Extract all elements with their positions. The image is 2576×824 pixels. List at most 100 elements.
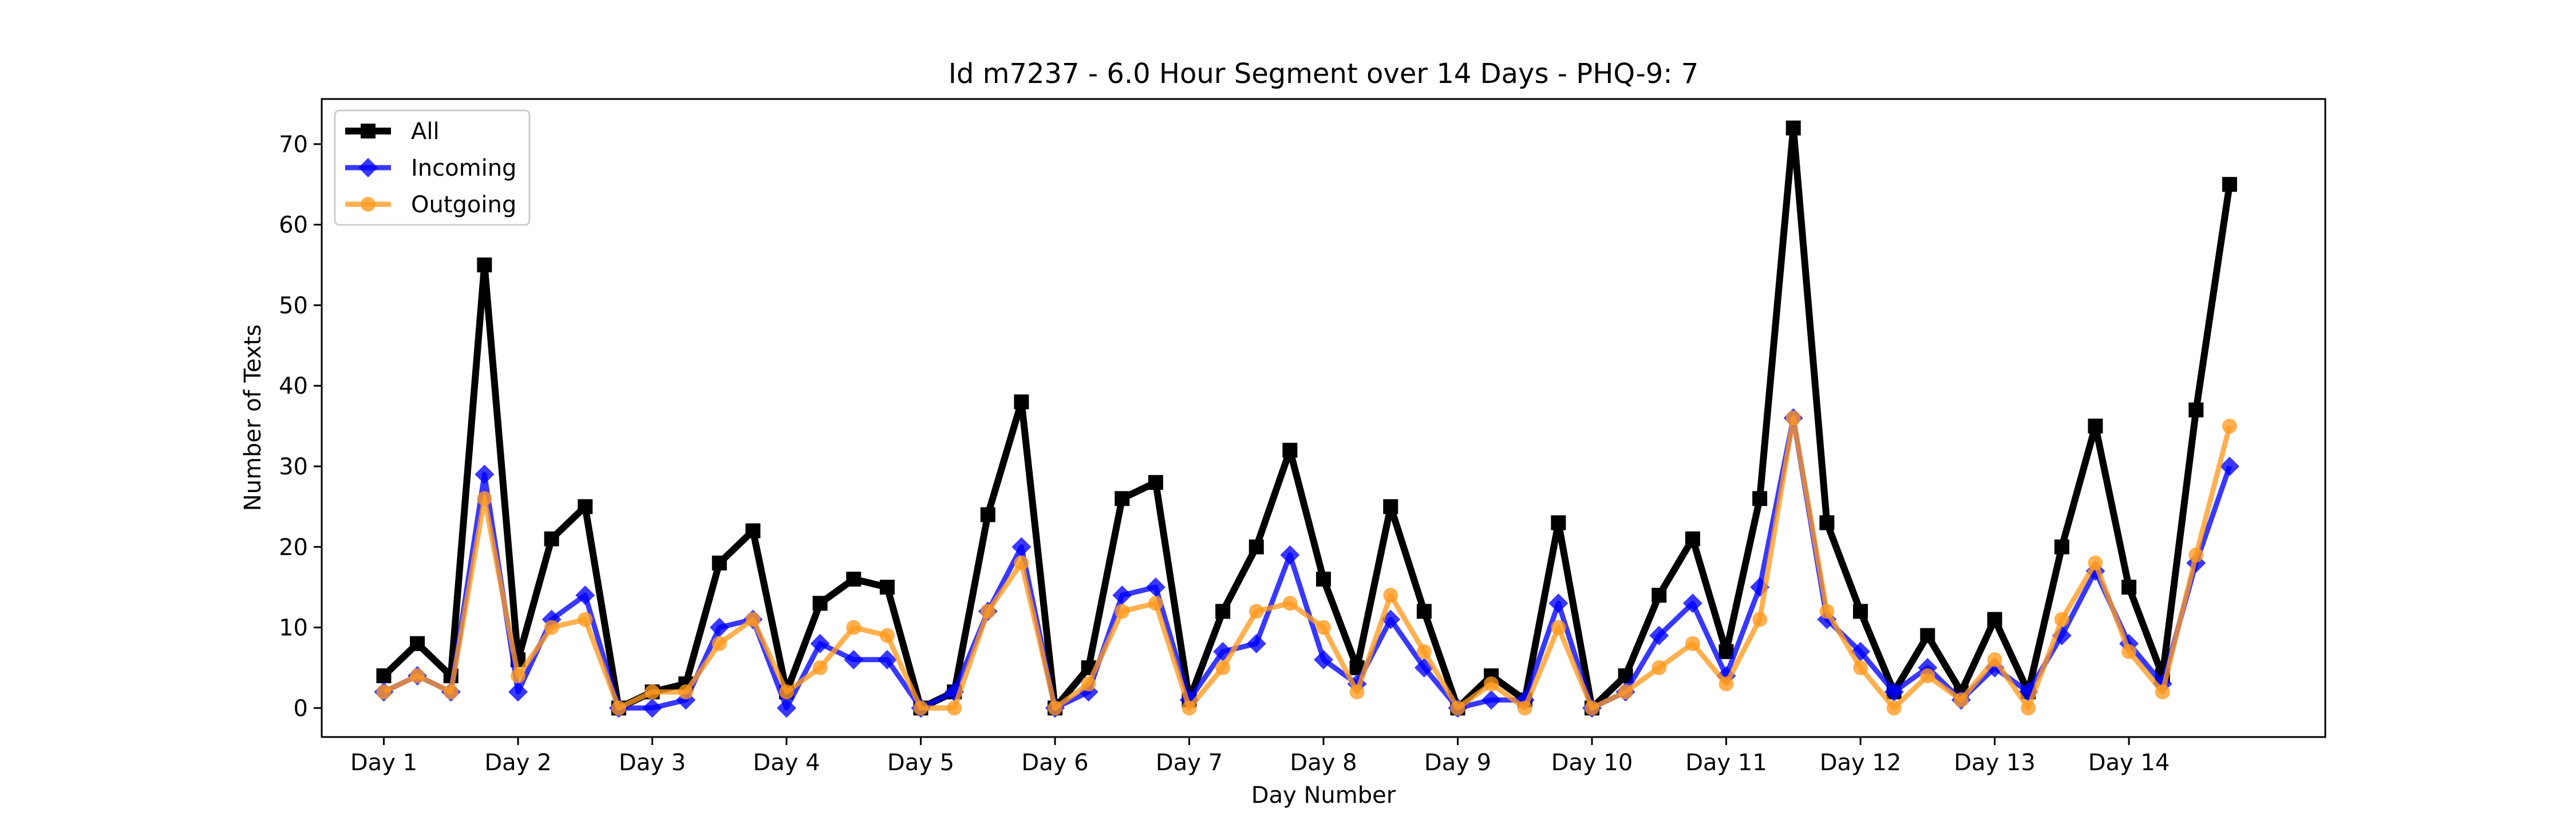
legend-label-outgoing: Outgoing — [411, 192, 516, 218]
data-point-incoming — [475, 465, 495, 485]
data-point-outgoing — [477, 491, 492, 506]
data-point-all — [1416, 604, 1432, 619]
axes: 0 10 20 30 40 50 60 70 Day 1 Day 2 Day 3 Day 4 Day 5… — [279, 132, 2170, 776]
x-tick-label: Day 10 — [1551, 750, 1633, 776]
data-point-outgoing — [1652, 660, 1667, 675]
data-point-incoming — [508, 682, 528, 702]
legend-label-incoming: Incoming — [411, 155, 516, 181]
data-point-outgoing — [1316, 620, 1331, 635]
data-point-outgoing — [1819, 604, 1835, 619]
plot-marks — [374, 120, 2239, 718]
data-point-all — [1383, 499, 1398, 514]
data-point-all — [544, 531, 559, 546]
data-point-all — [1685, 531, 1700, 546]
y-tick-label: 0 — [294, 695, 308, 722]
data-point-all — [1014, 394, 1029, 410]
data-point-outgoing — [1383, 588, 1398, 603]
data-point-outgoing — [544, 620, 559, 635]
y-tick-label: 60 — [279, 212, 308, 239]
x-tick-label: Day 3 — [619, 750, 686, 776]
data-point-incoming — [1314, 649, 1333, 670]
data-point-outgoing — [1585, 700, 1600, 716]
data-point-outgoing — [1249, 604, 1264, 619]
data-point-outgoing — [846, 620, 862, 635]
data-point-outgoing — [913, 700, 929, 716]
data-point-outgoing — [2188, 547, 2204, 562]
data-point-outgoing — [1416, 644, 1432, 659]
data-point-incoming — [1246, 633, 1266, 653]
data-point-all — [1551, 515, 1566, 530]
y-axis-label: Number of Texts — [240, 324, 266, 511]
data-point-incoming — [1884, 682, 1904, 702]
x-tick-label: Day 11 — [1685, 750, 1767, 776]
data-point-all — [846, 572, 862, 587]
data-point-all — [812, 596, 828, 611]
legend-item-incoming: Incoming — [345, 155, 516, 181]
y-tick-label: 50 — [279, 292, 308, 319]
data-point-outgoing — [376, 684, 392, 700]
data-point-outgoing — [1014, 555, 1029, 571]
data-point-all — [1752, 491, 1768, 506]
data-point-outgoing — [678, 684, 694, 700]
data-point-outgoing — [2088, 555, 2103, 571]
data-point-all — [1853, 604, 1868, 619]
data-point-incoming — [1682, 593, 1702, 613]
x-tick-label: Day 14 — [2088, 750, 2170, 776]
data-point-all — [2088, 418, 2103, 434]
data-point-outgoing — [1047, 700, 1062, 716]
data-point-outgoing — [1115, 604, 1130, 619]
data-point-all — [1249, 539, 1264, 554]
data-point-incoming — [2219, 456, 2239, 476]
data-point-outgoing — [2222, 418, 2237, 434]
data-point-outgoing — [510, 668, 526, 684]
data-point-outgoing — [1148, 596, 1163, 611]
data-point-outgoing — [1349, 684, 1365, 700]
data-point-outgoing — [1685, 636, 1700, 651]
data-point-outgoing — [1886, 700, 1902, 716]
legend-marker-outgoing — [361, 197, 376, 212]
legend-label-all: All — [411, 118, 440, 145]
y-tick-label: 40 — [279, 373, 308, 399]
data-point-all — [410, 636, 425, 651]
data-point-all — [1316, 572, 1331, 587]
data-point-all — [376, 668, 392, 684]
legend-item-outgoing: Outgoing — [345, 192, 516, 218]
data-point-all — [2188, 402, 2204, 418]
data-point-all — [1920, 628, 1935, 643]
data-point-incoming — [776, 698, 796, 718]
data-point-outgoing — [2121, 644, 2137, 659]
data-point-outgoing — [980, 604, 995, 619]
data-point-outgoing — [1953, 692, 1969, 708]
x-tick-label: Day 13 — [1954, 750, 2036, 776]
legend-box — [334, 109, 531, 226]
data-point-all — [1785, 120, 1801, 136]
data-point-incoming — [1012, 537, 1032, 557]
data-point-incoming — [709, 617, 729, 637]
data-point-outgoing — [879, 628, 895, 643]
data-point-outgoing — [1853, 660, 1868, 675]
data-point-outgoing — [645, 684, 660, 700]
data-point-outgoing — [2021, 700, 2036, 716]
data-point-incoming — [1145, 577, 1165, 597]
data-point-outgoing — [578, 612, 593, 627]
data-point-incoming — [810, 633, 830, 653]
data-point-outgoing — [1987, 652, 2002, 667]
data-point-outgoing — [443, 684, 459, 700]
series-outgoing — [376, 410, 2237, 716]
data-point-outgoing — [1182, 700, 1197, 716]
x-tick-label: Day 8 — [1290, 750, 1357, 776]
data-point-outgoing — [1785, 410, 1801, 426]
data-point-outgoing — [1920, 668, 1935, 684]
data-point-outgoing — [1450, 700, 1465, 716]
y-tick-label: 70 — [279, 132, 308, 158]
data-point-outgoing — [1551, 620, 1566, 635]
y-tick-label: 20 — [279, 534, 308, 561]
x-tick-label: Day 7 — [1156, 750, 1223, 776]
legend-marker-all — [361, 124, 376, 138]
x-tick-label: Day 6 — [1021, 750, 1088, 776]
series-line-all — [381, 124, 2233, 712]
series-line-outgoing — [382, 415, 2233, 711]
data-point-outgoing — [1081, 676, 1096, 692]
data-point-outgoing — [1517, 700, 1532, 716]
data-point-outgoing — [1752, 612, 1768, 627]
